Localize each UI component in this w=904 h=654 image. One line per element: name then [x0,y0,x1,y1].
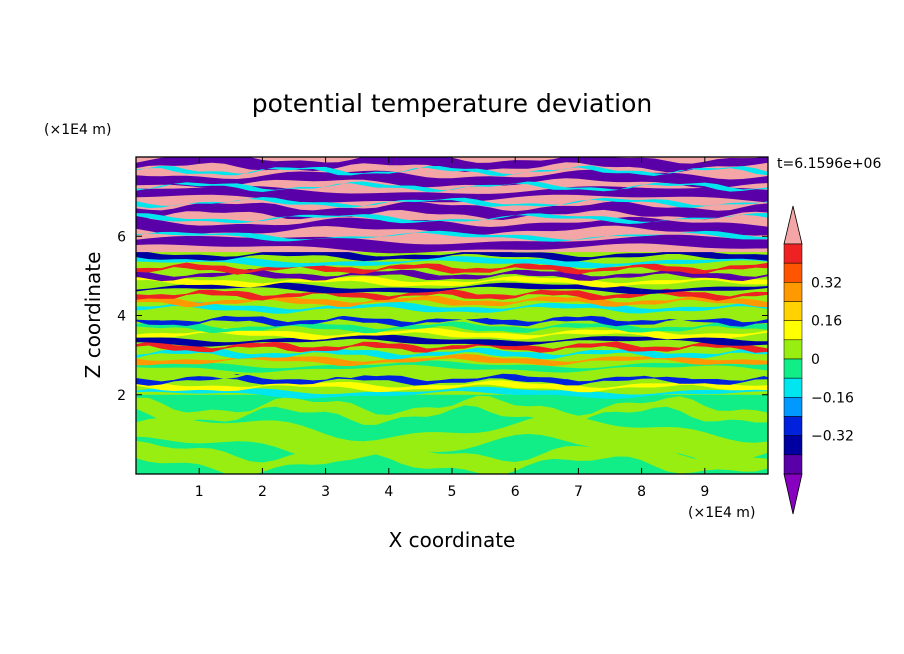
colorbar-swatch [783,454,803,475]
x-tick-label: 9 [700,484,709,500]
x-tick-label: 6 [511,484,520,500]
colorbar-label: 0.16 [811,314,842,330]
colorbar-top-arrow [783,205,803,245]
field-contours [136,157,768,474]
contour-band [136,314,768,327]
contour-band [136,197,768,208]
contour-band [136,347,768,360]
x-tick-label: 4 [384,484,393,500]
x-axis-label: X coordinate [389,528,516,552]
colorbar-bottom-arrow [783,473,803,515]
colorbar-label: −0.16 [811,390,854,406]
contour-band [136,165,768,177]
contour-band [136,230,768,242]
y-unit-label: (×1E4 m) [44,122,111,138]
contour-band [136,169,768,189]
y-tick-label: 6 [117,229,126,245]
contour-band [136,340,768,353]
colorbar-swatch [783,397,803,417]
colorbar-swatch [783,339,803,360]
y-axis: 2 4 6 [117,229,768,404]
y-tick-label: 4 [117,309,126,325]
colorbar-swatch [783,243,803,264]
colorbar: 0.32 0.16 0 −0.16 −0.32 [783,205,854,515]
contour-band [136,255,768,269]
colorbar-swatch [783,301,803,321]
contour-band [136,181,768,192]
contour-band [136,386,768,399]
plot-area [136,157,768,474]
y-axis-label: Z coordinate [81,252,105,379]
colorbar-swatch [783,320,803,341]
colorbar-swatch [783,282,803,302]
contour-band [136,288,768,301]
contour-band [136,269,768,282]
y-tick-label: 2 [117,388,126,404]
x-tick-label: 3 [321,484,330,500]
colorbar-swatch [783,377,803,398]
contour-band [136,353,768,367]
colorbar-label: −0.32 [811,429,854,445]
contour-band [136,439,768,474]
contour-band [136,295,768,308]
contour-band [136,275,768,288]
colorbar-swatch [783,435,803,456]
contour-band [136,334,768,347]
contour-band [136,367,768,380]
colorbar-swatch [783,416,803,436]
colorbar-label: 0 [811,352,820,368]
x-unit-label: (×1E4 m) [688,505,755,521]
contour-band [136,213,768,224]
contour-band [136,373,768,386]
x-tick-label: 1 [195,484,204,500]
time-label: t=6.1596e+06 [777,156,881,172]
contour-band [136,327,768,341]
x-tick-label: 2 [258,484,267,500]
chart-title: potential temperature deviation [252,89,652,118]
contour-band [136,395,768,426]
x-axis: 1 2 3 4 5 6 7 8 9 [195,157,709,500]
colorbar-label: 0.32 [811,275,842,291]
colorbar-swatch [783,358,803,379]
contour-band [136,249,768,262]
contour-band [136,201,768,220]
x-tick-label: 5 [448,484,457,500]
contour-band [136,360,768,373]
x-tick-label: 7 [574,484,583,500]
x-tick-label: 8 [637,484,646,500]
contour-band [136,414,768,463]
colorbar-swatch [783,262,803,283]
